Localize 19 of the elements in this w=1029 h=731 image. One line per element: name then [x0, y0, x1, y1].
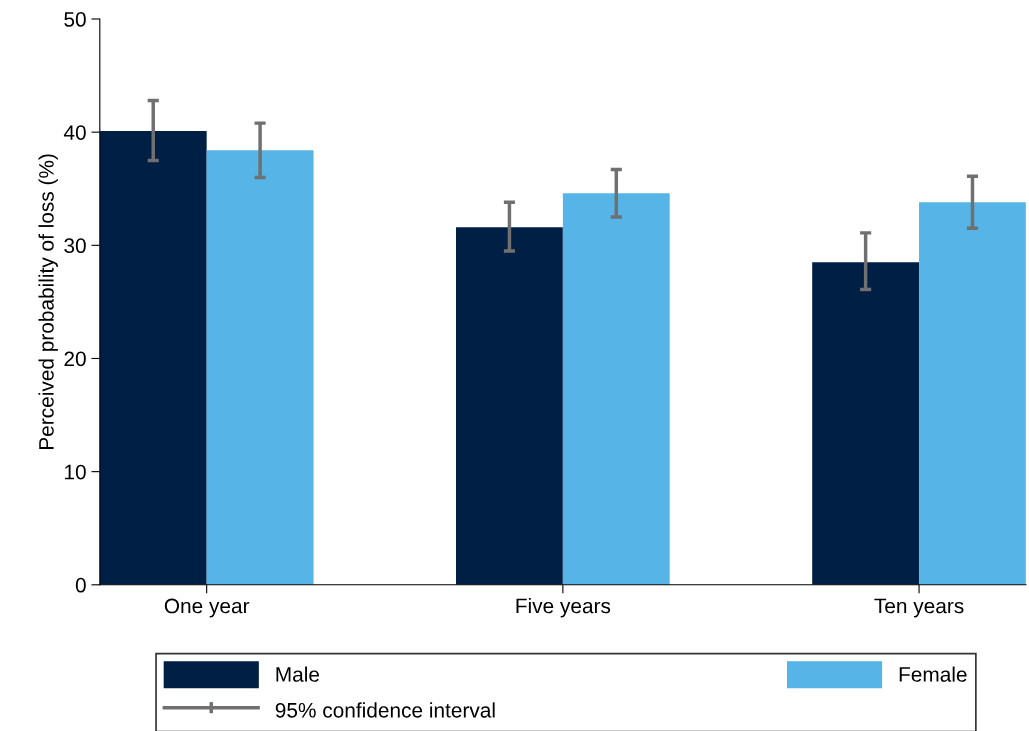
bar — [99, 131, 207, 585]
legend-label: Male — [276, 666, 320, 682]
y-tick-label: 0 — [75, 577, 86, 593]
bar — [456, 227, 563, 585]
bar — [919, 202, 1026, 585]
bar — [206, 150, 314, 585]
y-tick-label: 50 — [64, 12, 86, 27]
x-tick-label: Five years — [516, 597, 611, 618]
y-tick-label: 40 — [63, 125, 86, 140]
x-tick-label: Ten years — [874, 598, 964, 618]
y-tick-label: 30 — [64, 238, 86, 254]
y-tick-label: 20 — [64, 351, 86, 367]
text: 95% confidence interval — [275, 702, 495, 718]
x-tick-label: One year — [164, 598, 250, 618]
bar — [562, 193, 670, 585]
bar — [812, 262, 920, 585]
y-axis-title: Perceived probability of loss (%) — [38, 154, 58, 449]
legend-label: Female — [899, 666, 967, 682]
y-tick-label: 10 — [65, 464, 86, 480]
